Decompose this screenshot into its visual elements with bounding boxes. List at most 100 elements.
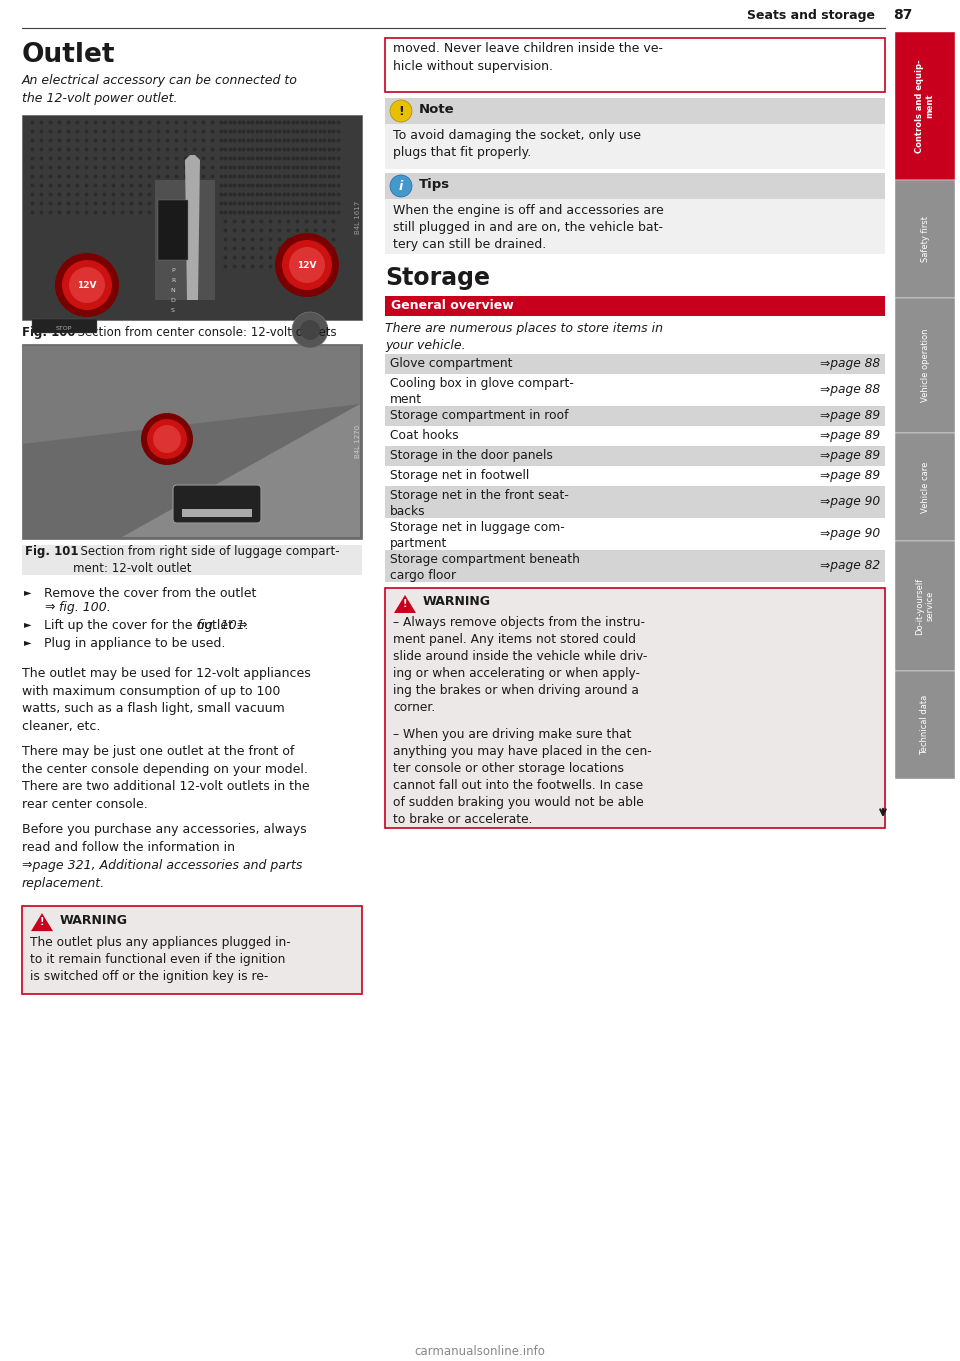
Bar	[385, 199, 885, 255]
Text: 12V: 12V	[77, 280, 97, 290]
Bar	[385, 406, 885, 426]
Bar	[385, 38, 885, 93]
Text: Seats and storage: Seats and storage	[747, 10, 875, 22]
Bar	[22, 906, 362, 994]
Polygon shape	[22, 404, 360, 538]
Bar	[385, 98, 885, 124]
Text: Storage: Storage	[385, 265, 490, 290]
Text: ⇒page 90: ⇒page 90	[820, 527, 880, 539]
Text: Coat hooks: Coat hooks	[390, 429, 459, 442]
Text: Section from center console: 12-volt outlets: Section from center console: 12-volt out…	[70, 327, 337, 339]
Circle shape	[289, 246, 325, 283]
Polygon shape	[31, 913, 53, 931]
Bar	[895, 433, 955, 542]
Text: Vehicle operation: Vehicle operation	[921, 329, 929, 403]
Bar	[158, 200, 188, 260]
Text: Storage in the door panels: Storage in the door panels	[390, 449, 553, 461]
Circle shape	[69, 267, 105, 304]
Text: ►: ►	[24, 637, 32, 646]
Circle shape	[292, 312, 328, 348]
Bar	[385, 354, 885, 374]
Text: Storage compartment in roof: Storage compartment in roof	[390, 410, 568, 422]
Bar	[385, 588, 885, 827]
Text: !: !	[39, 917, 44, 927]
Text: Note: Note	[419, 103, 455, 116]
Polygon shape	[22, 346, 360, 444]
Text: !: !	[403, 599, 407, 608]
Text: The outlet plus any appliances plugged in-
to it remain functional even if the i: The outlet plus any appliances plugged i…	[30, 936, 291, 983]
Text: ⇒page 89: ⇒page 89	[820, 408, 880, 422]
Text: ⇒page 88: ⇒page 88	[820, 382, 880, 396]
Circle shape	[390, 176, 412, 197]
Text: 12V: 12V	[298, 260, 317, 269]
Text: An electrical accessory can be connected to
the 12-volt power outlet.: An electrical accessory can be connected…	[22, 73, 298, 105]
Text: Do-it-yourself
service: Do-it-yourself service	[915, 577, 935, 634]
Text: Lift up the cover for the outlet ⇒: Lift up the cover for the outlet ⇒	[44, 619, 248, 632]
Text: To avoid damaging the socket, only use
plugs that fit properly.: To avoid damaging the socket, only use p…	[393, 129, 641, 159]
Bar	[385, 486, 885, 519]
Circle shape	[55, 253, 119, 317]
Bar	[895, 671, 955, 778]
Text: ⇒page 89: ⇒page 89	[820, 468, 880, 482]
Text: Outlet: Outlet	[22, 42, 115, 68]
Text: ⇒page 89: ⇒page 89	[820, 429, 880, 441]
Circle shape	[153, 425, 181, 453]
Circle shape	[62, 260, 112, 310]
Bar	[22, 114, 362, 320]
Text: !: !	[398, 105, 404, 117]
Text: WARNING: WARNING	[423, 595, 491, 608]
Bar	[22, 544, 362, 574]
Bar	[895, 180, 955, 298]
Text: There may be just one outlet at the front of
the center console depending on you: There may be just one outlet at the fron…	[22, 744, 310, 811]
Text: D: D	[171, 298, 176, 304]
Text: ⇒: ⇒	[44, 602, 55, 614]
Text: carmanualsonline.info: carmanualsonline.info	[415, 1345, 545, 1358]
Text: fig. 100.: fig. 100.	[59, 602, 110, 614]
Text: fig. 101.: fig. 101.	[197, 619, 249, 632]
Bar	[895, 33, 955, 180]
Polygon shape	[394, 595, 416, 612]
Text: 87: 87	[893, 8, 912, 22]
Text: Fig. 101: Fig. 101	[25, 544, 79, 558]
Text: Plug in appliance to be used.: Plug in appliance to be used.	[44, 637, 226, 651]
Text: ⇒page 321, Additional accessories and parts
replacement.: ⇒page 321, Additional accessories and pa…	[22, 859, 302, 890]
Text: ►: ►	[24, 619, 32, 629]
Text: – Always remove objects from the instru-
ment panel. Any items not stored could
: – Always remove objects from the instru-…	[393, 617, 647, 715]
Circle shape	[390, 99, 412, 122]
Bar	[385, 519, 885, 550]
Text: ⇒page 88: ⇒page 88	[820, 357, 880, 369]
Text: Tips: Tips	[419, 178, 450, 191]
Bar	[22, 344, 362, 539]
Text: Technical data: Technical data	[921, 695, 929, 755]
Bar	[385, 173, 885, 199]
Bar	[385, 426, 885, 446]
Text: Before you purchase any accessories, always
read and follow the information in: Before you purchase any accessories, alw…	[22, 823, 306, 871]
Text: There are numerous places to store items in
your vehicle.: There are numerous places to store items…	[385, 323, 663, 352]
Text: General overview: General overview	[391, 299, 514, 312]
Text: Vehicle care: Vehicle care	[921, 461, 929, 513]
Polygon shape	[185, 155, 200, 299]
Text: When the engine is off and accessories are
still plugged in and are on, the vehi: When the engine is off and accessories a…	[393, 204, 663, 250]
Text: B4L 1270: B4L 1270	[355, 425, 361, 457]
Text: Fig. 100: Fig. 100	[22, 327, 76, 339]
Text: S: S	[171, 308, 175, 313]
Text: – When you are driving make sure that
anything you may have placed in the cen-
t: – When you are driving make sure that an…	[393, 728, 652, 826]
Text: Controls and equip-
ment: Controls and equip- ment	[915, 59, 935, 152]
Circle shape	[282, 240, 332, 290]
Text: STOP: STOP	[56, 327, 72, 331]
Bar	[32, 318, 97, 333]
Text: R: R	[171, 278, 175, 283]
Text: i: i	[398, 180, 403, 192]
Text: ⇒page 90: ⇒page 90	[820, 494, 880, 508]
Circle shape	[300, 320, 320, 340]
Text: The outlet may be used for 12-volt appliances
with maximum consumption of up to : The outlet may be used for 12-volt appli…	[22, 667, 311, 732]
Text: Safety first: Safety first	[921, 216, 929, 263]
Text: Glove compartment: Glove compartment	[390, 357, 513, 370]
Bar	[895, 542, 955, 671]
Text: moved. Never leave children inside the ve-
hicle without supervision.: moved. Never leave children inside the v…	[393, 42, 663, 72]
Bar	[385, 550, 885, 583]
Text: Cooling box in glove compart-
ment: Cooling box in glove compart- ment	[390, 377, 574, 406]
Bar	[385, 446, 885, 465]
Text: Storage compartment beneath
cargo floor: Storage compartment beneath cargo floor	[390, 553, 580, 583]
Bar	[182, 509, 252, 517]
